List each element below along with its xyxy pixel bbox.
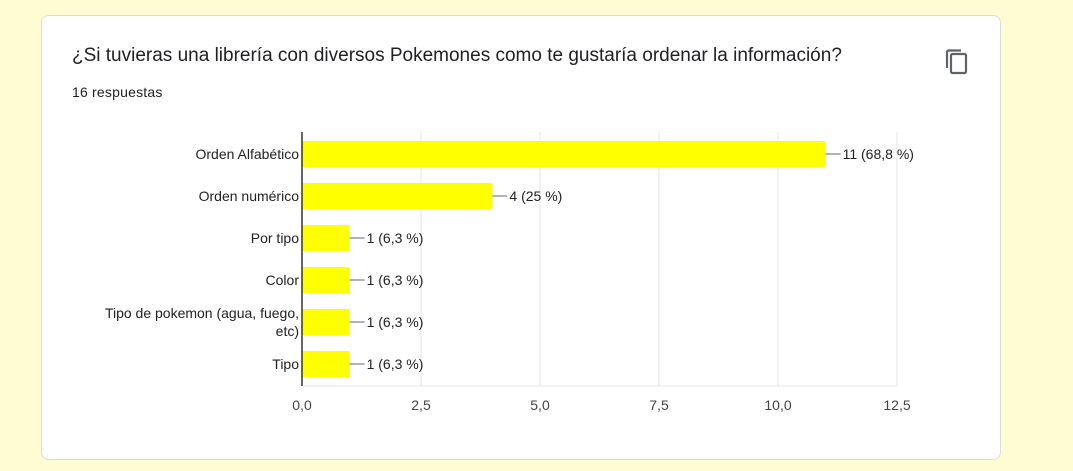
bar bbox=[302, 267, 350, 293]
copy-chart-button[interactable] bbox=[942, 46, 972, 78]
category-label: Tipo bbox=[272, 356, 299, 372]
x-tick-label: 5,0 bbox=[530, 397, 550, 413]
response-count: 16 respuestas bbox=[72, 84, 163, 100]
bar bbox=[302, 141, 826, 167]
question-title: ¿Si tuvieras una librería con diversos P… bbox=[72, 45, 842, 66]
data-label: 1 (6,3 %) bbox=[367, 272, 424, 288]
x-tick-label: 7,5 bbox=[649, 397, 669, 413]
bar bbox=[302, 183, 493, 209]
x-tick-label: 2,5 bbox=[411, 397, 431, 413]
bar-chart: 0,0 2,5 5,0 7,5 10,0 12,5 Orden Alfabético 11 (… bbox=[105, 132, 914, 413]
data-label: 1 (6,3 %) bbox=[367, 314, 424, 330]
bar bbox=[302, 309, 350, 335]
category-label: Orden Alfabético bbox=[195, 146, 299, 162]
data-label: 1 (6,3 %) bbox=[367, 356, 424, 372]
question-card: ¿Si tuvieras una librería con diversos P… bbox=[41, 15, 1001, 460]
x-tick-label: 10,0 bbox=[764, 397, 791, 413]
x-tick-label: 0,0 bbox=[292, 397, 312, 413]
bar bbox=[302, 351, 350, 377]
x-tick-label: 12,5 bbox=[883, 397, 910, 413]
data-label: 1 (6,3 %) bbox=[367, 230, 424, 246]
data-label: 11 (68,8 %) bbox=[843, 146, 914, 162]
bar bbox=[302, 225, 350, 251]
category-label: Orden numérico bbox=[199, 188, 300, 204]
category-label: Tipo de pokemon (agua, fuego, etc) bbox=[105, 305, 299, 339]
category-label: Por tipo bbox=[251, 230, 299, 246]
copy-icon bbox=[945, 49, 968, 75]
data-label: 4 (25 %) bbox=[509, 188, 562, 204]
category-label: Color bbox=[266, 272, 300, 288]
